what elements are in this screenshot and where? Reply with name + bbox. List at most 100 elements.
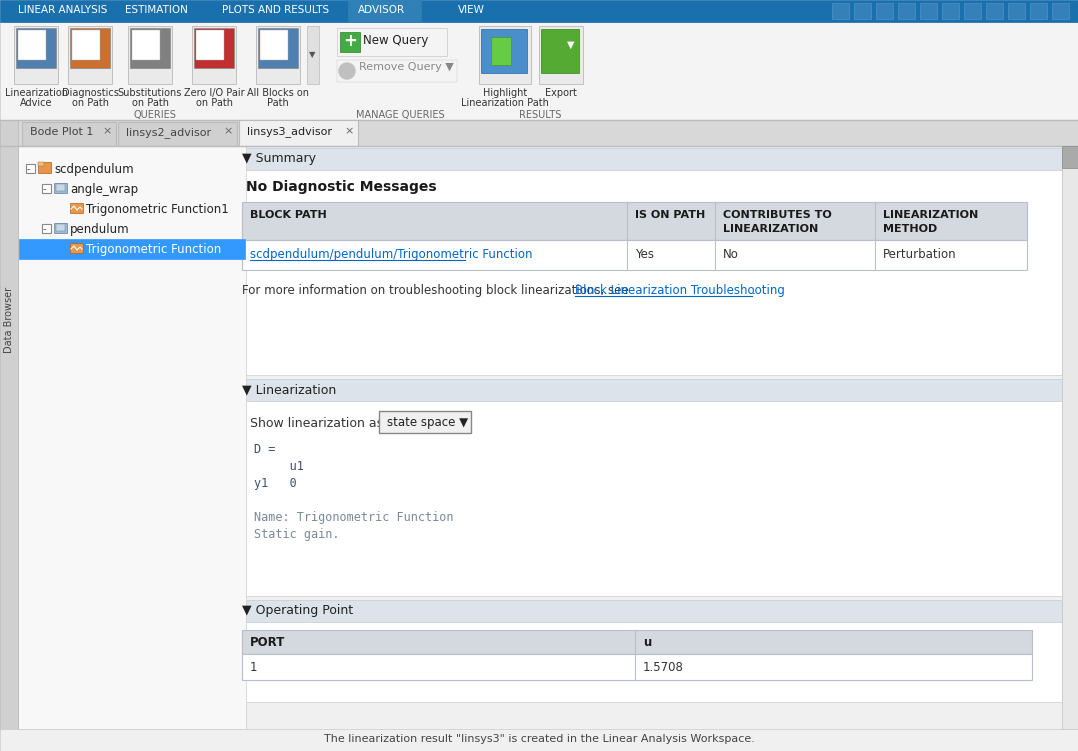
- Bar: [1062, 146, 1078, 168]
- Bar: [258, 28, 298, 68]
- Text: Name: Trigonometric Function: Name: Trigonometric Function: [254, 511, 454, 524]
- Text: Highlight: Highlight: [483, 88, 527, 98]
- Bar: [260, 30, 288, 60]
- Bar: [1052, 3, 1069, 19]
- Text: Diagnostics: Diagnostics: [61, 88, 119, 98]
- Bar: [241, 202, 1027, 240]
- Bar: [38, 162, 51, 173]
- Text: ▼: ▼: [309, 50, 316, 59]
- Bar: [192, 26, 236, 84]
- Bar: [234, 170, 1062, 375]
- Text: No: No: [723, 248, 738, 261]
- Bar: [26, 164, 34, 173]
- Text: Trigonometric Function1: Trigonometric Function1: [86, 203, 229, 216]
- Bar: [541, 29, 579, 73]
- Bar: [348, 0, 420, 22]
- Bar: [70, 28, 110, 68]
- Bar: [196, 30, 224, 60]
- Bar: [70, 243, 83, 253]
- Text: BLOCK PATH: BLOCK PATH: [250, 210, 327, 220]
- Text: on Path: on Path: [195, 98, 233, 108]
- Bar: [1029, 3, 1047, 19]
- Bar: [340, 32, 360, 52]
- Bar: [876, 3, 893, 19]
- Bar: [72, 30, 100, 60]
- Bar: [0, 120, 1078, 146]
- Text: ESTIMATION: ESTIMATION: [125, 5, 188, 15]
- Text: New Query: New Query: [363, 34, 428, 47]
- Bar: [239, 120, 358, 146]
- Bar: [0, 0, 1078, 22]
- Bar: [234, 148, 1062, 170]
- Bar: [490, 37, 511, 65]
- Bar: [132, 30, 160, 60]
- Text: 1.5708: 1.5708: [642, 661, 683, 674]
- Text: u1: u1: [254, 460, 304, 473]
- Bar: [1062, 146, 1078, 729]
- Bar: [234, 622, 1062, 702]
- Text: CONTRIBUTES TO: CONTRIBUTES TO: [723, 210, 832, 220]
- Text: -: -: [43, 184, 46, 194]
- Bar: [18, 146, 246, 729]
- Bar: [54, 183, 67, 193]
- Bar: [1008, 3, 1025, 19]
- Bar: [234, 146, 1078, 729]
- Text: ▼: ▼: [567, 40, 575, 50]
- Bar: [920, 3, 937, 19]
- Bar: [898, 3, 915, 19]
- Text: The linearization result "linsys3" is created in the Linear Analysis Workspace.: The linearization result "linsys3" is cr…: [323, 734, 755, 744]
- Text: Perturbation: Perturbation: [883, 248, 956, 261]
- Bar: [42, 184, 51, 193]
- Bar: [241, 240, 1027, 270]
- Bar: [854, 3, 871, 19]
- Text: scdpendulum/pendulum/Trigonometric Function: scdpendulum/pendulum/Trigonometric Funct…: [250, 248, 533, 261]
- Text: Block Linearization Troubleshooting: Block Linearization Troubleshooting: [576, 284, 785, 297]
- Text: MANAGE QUERIES: MANAGE QUERIES: [356, 110, 444, 120]
- Bar: [119, 122, 237, 146]
- Bar: [70, 203, 83, 213]
- Bar: [0, 22, 1078, 120]
- Text: on Path: on Path: [71, 98, 109, 108]
- Bar: [379, 411, 471, 433]
- Text: y1   0: y1 0: [254, 477, 296, 490]
- Bar: [0, 729, 1078, 751]
- Bar: [820, 1, 1060, 21]
- Text: on Path: on Path: [132, 98, 168, 108]
- Bar: [0, 120, 18, 731]
- Text: ▼ Operating Point: ▼ Operating Point: [241, 604, 354, 617]
- Text: RESULTS: RESULTS: [519, 110, 562, 120]
- Text: PLOTS AND RESULTS: PLOTS AND RESULTS: [222, 5, 329, 15]
- Bar: [54, 223, 67, 233]
- Bar: [234, 401, 1062, 596]
- Bar: [241, 654, 1032, 680]
- Bar: [337, 60, 457, 82]
- Text: Advice: Advice: [19, 98, 52, 108]
- Bar: [942, 3, 959, 19]
- Text: IS ON PATH: IS ON PATH: [635, 210, 705, 220]
- Text: Linearization: Linearization: [4, 88, 68, 98]
- Text: ×: ×: [344, 126, 354, 136]
- Bar: [307, 26, 319, 84]
- Bar: [337, 28, 447, 56]
- Bar: [56, 224, 65, 231]
- Text: METHOD: METHOD: [883, 224, 937, 234]
- Text: linsys3_advisor: linsys3_advisor: [247, 126, 332, 137]
- Bar: [16, 28, 56, 68]
- Text: D =: D =: [254, 443, 275, 456]
- Text: Static gain.: Static gain.: [254, 528, 340, 541]
- Bar: [68, 26, 112, 84]
- Text: state space ▼: state space ▼: [387, 416, 468, 429]
- Text: u: u: [642, 636, 651, 649]
- Bar: [130, 28, 170, 68]
- Text: linsys2_advisor: linsys2_advisor: [126, 127, 211, 138]
- Bar: [986, 3, 1003, 19]
- Text: QUERIES: QUERIES: [134, 110, 177, 120]
- Text: Bode Plot 1: Bode Plot 1: [30, 127, 94, 137]
- Text: LINEARIZATION: LINEARIZATION: [723, 224, 818, 234]
- Text: scdpendulum: scdpendulum: [54, 163, 134, 176]
- Text: Zero I/O Pair: Zero I/O Pair: [183, 88, 245, 98]
- Bar: [194, 28, 234, 68]
- Text: Path: Path: [267, 98, 289, 108]
- Bar: [22, 122, 116, 146]
- Text: Substitutions: Substitutions: [118, 88, 182, 98]
